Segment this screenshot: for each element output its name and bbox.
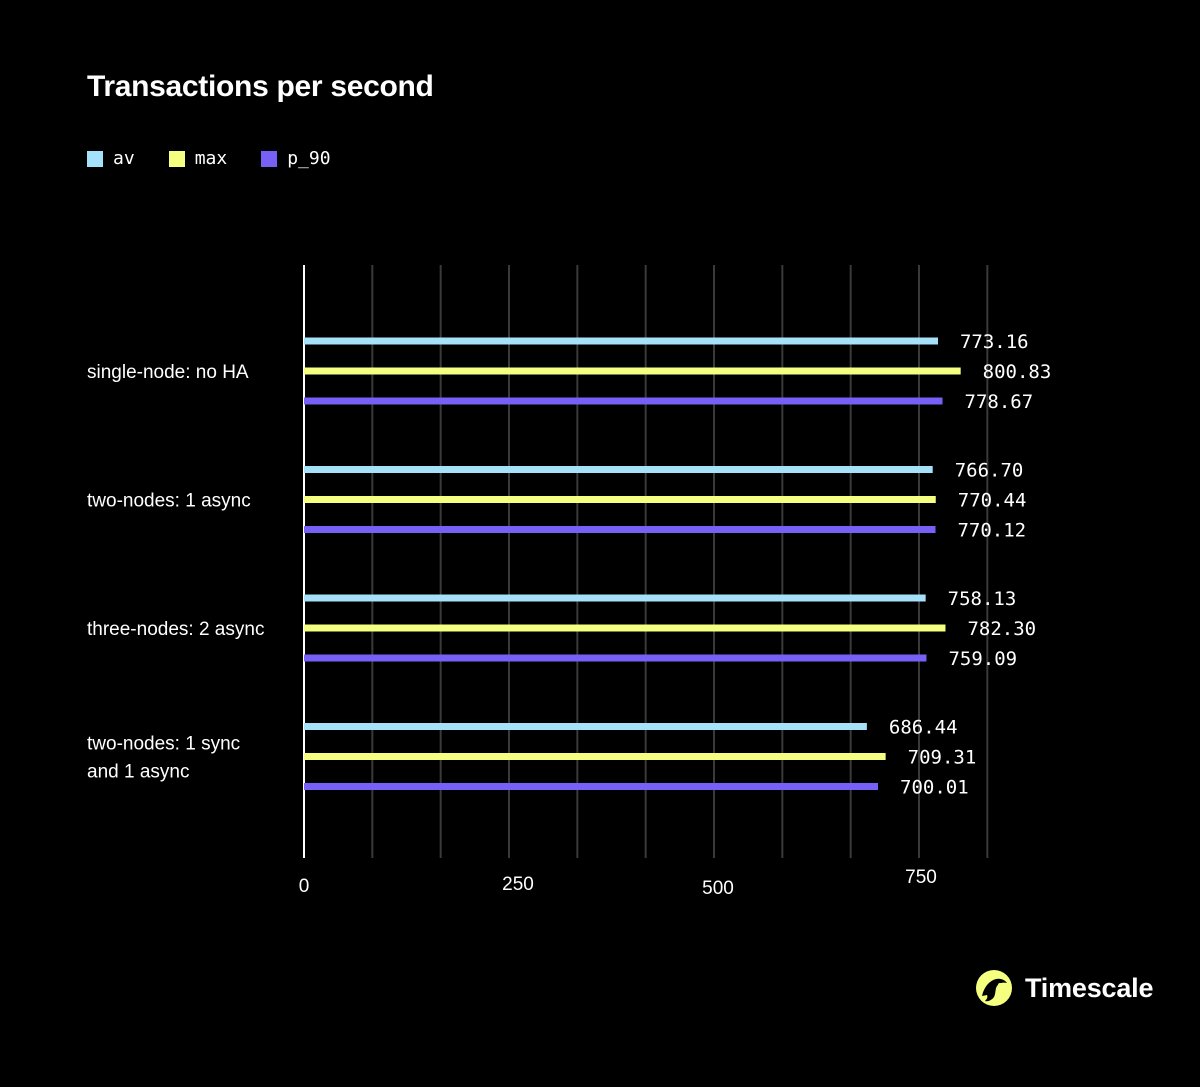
timescale-logo-icon <box>976 970 1012 1006</box>
data-label: 766.70 <box>955 460 1024 482</box>
data-label: 709.31 <box>908 747 977 769</box>
legend-item-max: max <box>168 148 228 169</box>
legend-label-av: av <box>113 148 135 169</box>
legend-swatch-p90 <box>261 150 278 167</box>
x-tick-label: 750 <box>905 867 937 888</box>
legend-label-max: max <box>194 148 228 169</box>
chart-legend: av max p_90 <box>87 148 331 169</box>
data-label: 773.16 <box>960 331 1029 353</box>
bar-p90-3 <box>304 783 879 790</box>
data-label: 800.83 <box>983 361 1052 383</box>
data-label: 778.67 <box>965 391 1034 413</box>
x-tick-label: 250 <box>502 874 534 895</box>
bar-p90-0 <box>304 397 943 405</box>
category-label: and 1 async <box>87 762 189 783</box>
data-label: 782.30 <box>967 618 1036 640</box>
brand-name: Timescale <box>1025 972 1154 1003</box>
category-label: two-nodes: 1 sync <box>87 734 240 755</box>
legend-swatch-av <box>87 150 103 167</box>
bar-av-2 <box>304 594 926 602</box>
bar-p90-1 <box>304 526 936 533</box>
legend-swatch-max <box>168 150 185 167</box>
data-label: 758.13 <box>948 588 1017 610</box>
bar-max-0 <box>304 367 961 375</box>
data-label: 770.12 <box>957 520 1026 542</box>
data-label: 770.44 <box>958 490 1027 512</box>
x-tick-label: 500 <box>702 878 734 899</box>
legend-item-av: av <box>87 148 135 169</box>
legend-item-p90: p_90 <box>261 148 331 169</box>
bar-p90-2 <box>304 654 927 662</box>
data-label: 759.09 <box>948 648 1017 670</box>
x-tick-label: 0 <box>299 876 310 897</box>
category-label: single-node: no HA <box>87 362 249 383</box>
bar-max-3 <box>304 753 886 760</box>
data-label: 686.44 <box>889 717 958 739</box>
category-label: two-nodes: 1 async <box>87 491 251 512</box>
legend-label-p90: p_90 <box>287 148 331 169</box>
bar-max-1 <box>304 496 936 503</box>
bar-av-1 <box>304 466 933 473</box>
bar-av-3 <box>304 723 867 730</box>
bar-max-2 <box>304 624 946 632</box>
chart-title: Transactions per second <box>87 70 434 103</box>
brand-logo: Timescale <box>975 969 1153 1007</box>
data-label: 700.01 <box>900 777 969 799</box>
bar-av-0 <box>304 337 938 345</box>
category-label: three-nodes: 2 async <box>87 619 264 640</box>
